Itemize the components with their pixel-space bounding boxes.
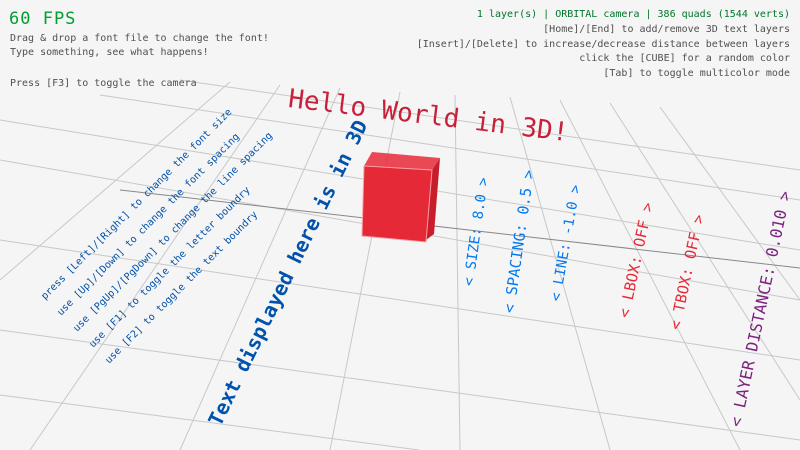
help-type: Type something, see what happens!: [10, 47, 209, 58]
help-drag-drop: Drag & drop a font file to change the fo…: [10, 33, 269, 44]
help-layers: [Home]/[End] to add/remove 3D text layer…: [543, 24, 790, 35]
help-cube: click the [CUBE] for a random color: [579, 53, 790, 64]
help-camera: Press [F3] to toggle the camera: [10, 78, 197, 89]
cube-shape: [361, 152, 440, 243]
fps-counter: 60 FPS: [9, 9, 77, 29]
help-distance: [Insert]/[Delete] to increase/decrease d…: [416, 39, 790, 50]
status-line: 1 layer(s) | ORBITAL camera | 386 quads …: [476, 9, 790, 20]
help-multicolor: [Tab] to toggle multicolor mode: [603, 68, 790, 79]
color-cube[interactable]: [356, 150, 446, 250]
